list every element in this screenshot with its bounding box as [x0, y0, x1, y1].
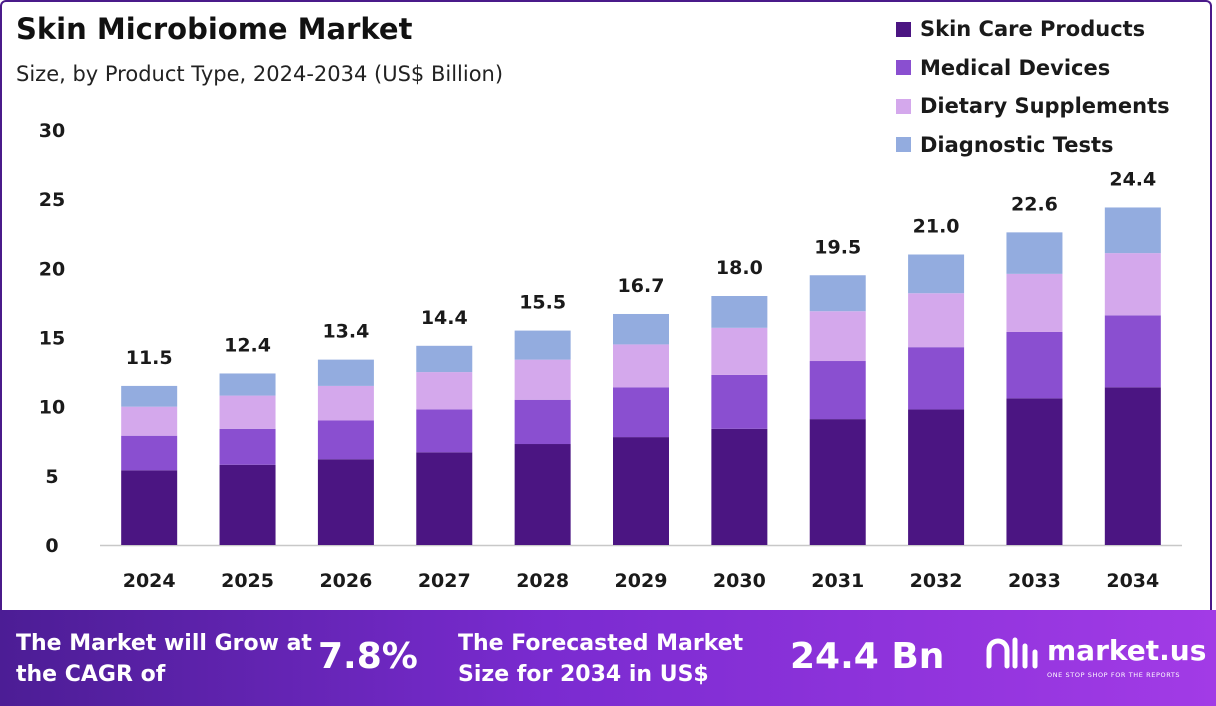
legend-label: Dietary Supplements: [920, 94, 1170, 119]
bar-segment: [219, 464, 276, 545]
bar-total-label: 18.0: [716, 257, 763, 279]
y-tick-label: 20: [39, 258, 65, 280]
bar-segment: [219, 395, 276, 429]
bar-segment: [1006, 398, 1063, 545]
bar-segment: [908, 347, 965, 410]
bar-segment: [121, 385, 178, 407]
bar-segment: [1104, 253, 1161, 316]
bar-segment: [711, 428, 768, 545]
footer-banner: The Market will Grow at the CAGR of 7.8%…: [0, 610, 1216, 706]
x-tick-label: 2030: [713, 570, 766, 592]
bar-segment: [613, 437, 669, 545]
bar-segment: [317, 359, 374, 386]
bar-segment: [416, 409, 473, 453]
bar-segment: [711, 327, 768, 375]
bar-segment: [514, 359, 571, 400]
chart-legend: Skin Care Products Medical Devices Dietary…: [896, 10, 1170, 164]
bar-segment: [416, 452, 473, 545]
y-tick-label: 10: [39, 397, 65, 419]
y-tick-label: 25: [39, 189, 65, 211]
bar-segment: [613, 313, 669, 345]
legend-item: Medical Devices: [896, 49, 1170, 88]
bar-total-label: 21.0: [913, 216, 960, 238]
chart-frame: [0, 0, 1212, 610]
brand-name: market.us: [1047, 634, 1207, 667]
bar-segment: [1006, 331, 1063, 399]
chart-title: Skin Microbiome Market: [16, 12, 413, 46]
brand-tagline: ONE STOP SHOP FOR THE REPORTS: [1047, 671, 1181, 679]
bar-segment: [809, 419, 866, 545]
legend-swatch: [896, 21, 911, 37]
x-tick-label: 2032: [910, 570, 963, 592]
bar-segment: [121, 435, 178, 471]
y-tick-label: 30: [39, 120, 65, 142]
x-tick-label: 2025: [221, 570, 274, 592]
legend-label: Diagnostic Tests: [920, 132, 1114, 157]
forecast-label: The Forecasted Market Size for 2034 in U…: [458, 631, 744, 687]
bar-segment: [416, 345, 473, 373]
legend-swatch: [896, 137, 911, 153]
bar-segment: [1104, 387, 1161, 545]
bar-total-label: 16.7: [618, 275, 665, 297]
bar-segment: [416, 372, 473, 410]
market-us-logo-icon: [986, 637, 1038, 669]
x-tick-label: 2031: [811, 570, 864, 592]
x-tick-label: 2024: [123, 570, 176, 592]
bar-segment: [317, 420, 374, 460]
bar-segment: [908, 254, 965, 294]
y-tick-label: 0: [45, 535, 58, 557]
brand-logo: market.us ONE STOP SHOP FOR THE REPORTS: [985, 634, 1207, 684]
stacked-bar-chart: 05101520253011.5202412.4202513.4202614.4…: [39, 120, 1182, 592]
bar-total-label: 11.5: [126, 347, 173, 369]
bar-segment: [514, 399, 571, 445]
x-tick-label: 2034: [1106, 570, 1159, 592]
x-tick-label: 2028: [516, 570, 569, 592]
bar-total-label: 24.4: [1109, 168, 1156, 190]
legend-swatch: [896, 98, 911, 114]
bar-segment: [121, 470, 178, 545]
legend-item: Dietary Supplements: [896, 87, 1170, 126]
bar-segment: [121, 406, 178, 436]
bar-segment: [317, 459, 374, 545]
legend-swatch: [896, 60, 911, 76]
x-tick-label: 2029: [615, 570, 668, 592]
bar-total-label: 12.4: [224, 334, 271, 356]
bar-segment: [1006, 273, 1063, 332]
chart-subtitle: Size, by Product Type, 2024-2034 (US$ Bi…: [16, 62, 504, 86]
bar-segment: [711, 374, 768, 429]
legend-label: Skin Care Products: [920, 17, 1146, 42]
x-tick-label: 2027: [418, 570, 471, 592]
bar-segment: [908, 293, 965, 348]
bar-segment: [1006, 232, 1063, 274]
x-tick-label: 2033: [1008, 570, 1061, 592]
cagr-label: The Market will Grow at the CAGR of: [16, 631, 312, 687]
legend-label: Medical Devices: [920, 55, 1111, 80]
y-tick-label: 5: [45, 466, 58, 488]
legend-item: Diagnostic Tests: [896, 126, 1170, 165]
y-tick-label: 15: [39, 328, 65, 350]
cagr-value: 7.8%: [318, 636, 418, 677]
bar-segment: [219, 373, 276, 396]
bar-segment: [809, 311, 866, 362]
bar-total-label: 22.6: [1011, 193, 1058, 215]
bar-total-label: 15.5: [519, 292, 566, 314]
bar-segment: [613, 387, 669, 438]
x-tick-label: 2026: [319, 570, 372, 592]
bar-segment: [809, 361, 866, 420]
bar-total-label: 13.4: [322, 321, 369, 343]
bar-segment: [711, 296, 768, 328]
bar-segment: [613, 344, 669, 388]
bar-total-label: 14.4: [421, 307, 468, 329]
bar-segment: [317, 385, 374, 421]
bar-segment: [1104, 315, 1161, 388]
bar-segment: [514, 330, 571, 360]
bar-segment: [1104, 207, 1161, 254]
bar-segment: [908, 409, 965, 545]
bar-segment: [809, 275, 866, 312]
forecast-value: 24.4 Bn: [790, 636, 945, 677]
legend-item: Skin Care Products: [896, 10, 1170, 49]
bar-segment: [219, 428, 276, 465]
bar-total-label: 19.5: [814, 236, 861, 258]
bar-segment: [514, 444, 571, 545]
